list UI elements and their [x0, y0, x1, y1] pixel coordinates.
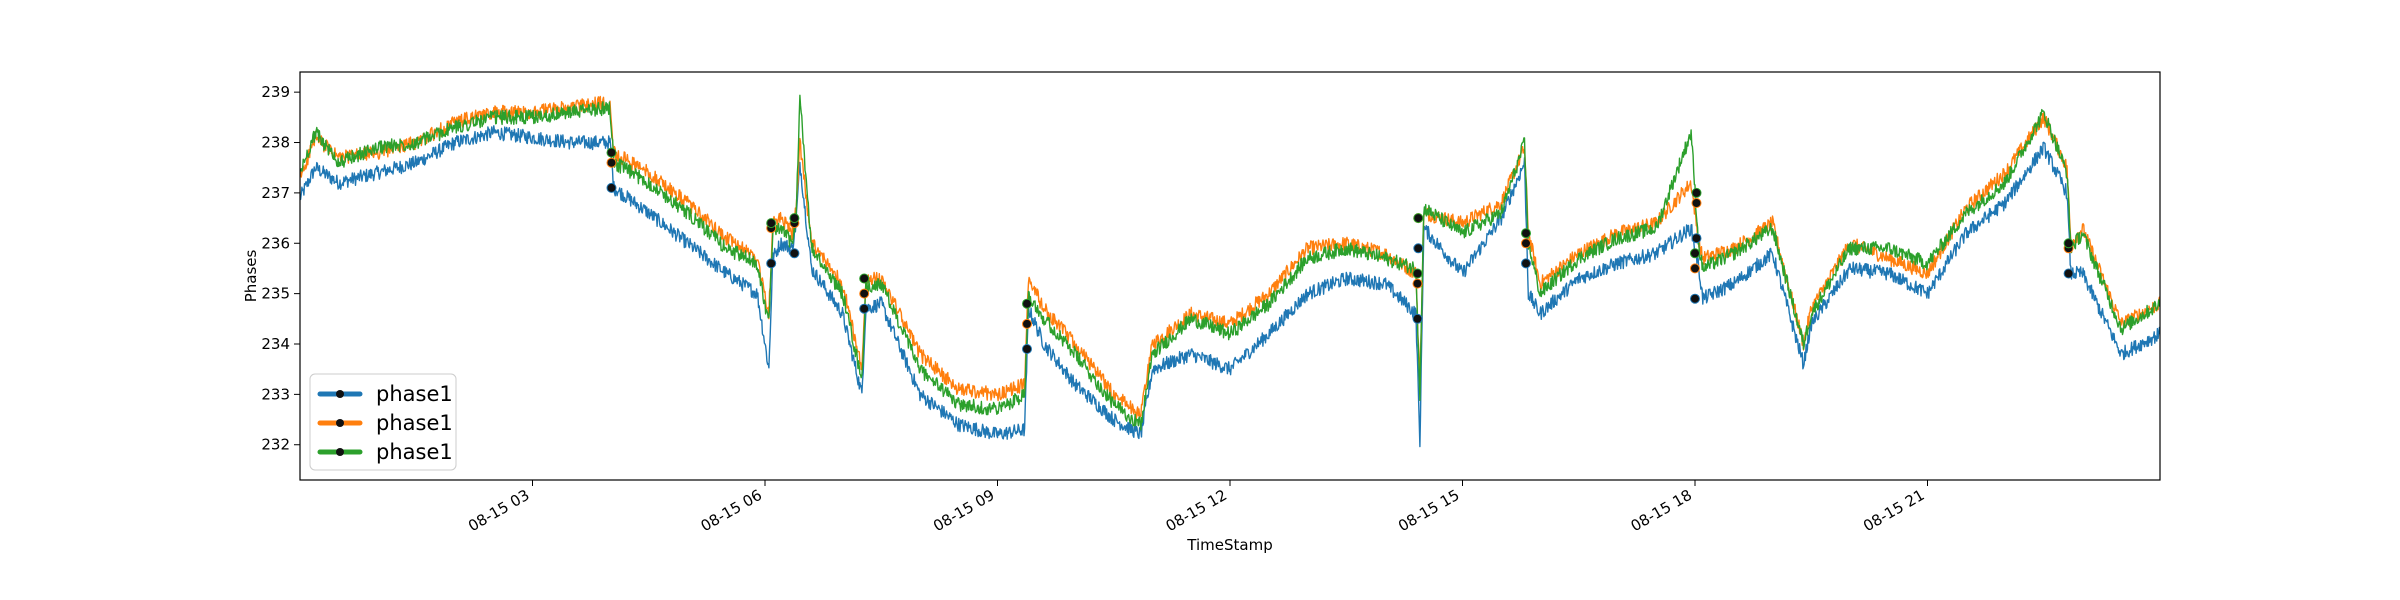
event-marker	[1412, 268, 1423, 279]
y-tick-label: 237	[261, 184, 290, 202]
event-marker	[859, 288, 870, 299]
event-marker	[1413, 213, 1424, 224]
event-marker	[1022, 318, 1032, 329]
series-line-3	[300, 94, 2160, 431]
y-axis: 232 233 234 235 236 237 238 239	[261, 83, 300, 454]
event-marker	[789, 213, 800, 224]
x-axis-label: TimeStamp	[1186, 536, 1272, 554]
event-marker	[1412, 278, 1423, 289]
legend-frame	[309, 373, 457, 471]
legend-label: phase1	[376, 440, 453, 464]
event-marker	[1521, 258, 1531, 269]
legend-marker	[336, 390, 344, 398]
event-marker	[1022, 344, 1032, 354]
event-marker	[766, 258, 777, 269]
event-marker	[766, 218, 777, 229]
y-tick-label: 234	[261, 335, 290, 353]
y-tick-label: 238	[261, 134, 290, 152]
event-marker	[1412, 313, 1423, 324]
event-marker	[606, 147, 617, 158]
event-marker	[606, 157, 617, 168]
legend-label: phase1	[376, 382, 453, 406]
series-line-1	[300, 125, 2160, 448]
event-marker	[1690, 293, 1700, 304]
event-marker	[1022, 298, 1032, 309]
y-axis-label: Phases	[242, 250, 260, 303]
y-tick-label: 239	[261, 83, 290, 101]
legend-marker	[336, 419, 344, 427]
event-marker	[1691, 198, 1702, 208]
event-marker	[1413, 243, 1424, 254]
y-tick-label: 232	[261, 436, 290, 454]
event-marker	[1690, 248, 1700, 259]
legend-marker	[336, 448, 344, 456]
event-marker	[606, 182, 617, 193]
marker-layer	[606, 147, 2074, 354]
event-marker	[859, 303, 870, 314]
event-marker	[2063, 238, 2074, 249]
legend-label: phase1	[376, 411, 453, 435]
event-marker	[1691, 233, 1702, 244]
event-marker	[2063, 268, 2074, 279]
y-tick-label: 233	[261, 385, 290, 403]
event-marker	[859, 273, 870, 284]
event-marker	[789, 248, 800, 259]
event-marker	[1690, 263, 1700, 274]
event-marker	[1691, 187, 1702, 198]
y-tick-label: 236	[261, 234, 290, 252]
series-layer	[300, 94, 2160, 448]
event-marker	[1521, 238, 1531, 249]
y-tick-label: 235	[261, 285, 290, 303]
event-marker	[1521, 228, 1531, 239]
legend: phase1 phase1 phase1	[309, 373, 457, 471]
